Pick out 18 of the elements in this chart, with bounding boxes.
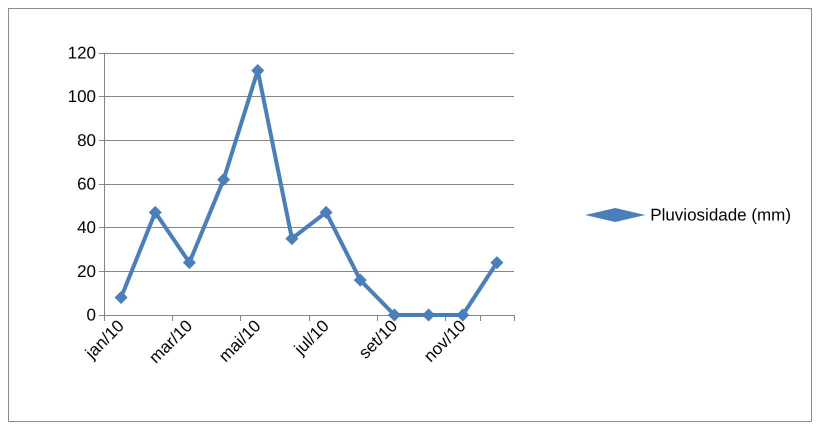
point (320, 206, 333, 219)
point (354, 274, 367, 287)
point (456, 308, 470, 322)
y-tick-label: 120 (68, 44, 96, 62)
y-tick-label: 100 (68, 87, 96, 106)
point (114, 291, 128, 304)
y-tick-label: 20 (77, 262, 96, 281)
y-tick-label: 60 (77, 174, 96, 194)
y-tick-label: 40 (77, 218, 96, 238)
legend-label: Pluviosidade (mm) (650, 206, 791, 224)
point (285, 232, 298, 246)
y-tick-label: 0 (86, 306, 96, 324)
point (490, 256, 504, 270)
y-tick-label: 80 (77, 130, 96, 150)
point (148, 206, 162, 219)
point (182, 256, 196, 270)
point (217, 173, 230, 186)
point (388, 308, 401, 322)
